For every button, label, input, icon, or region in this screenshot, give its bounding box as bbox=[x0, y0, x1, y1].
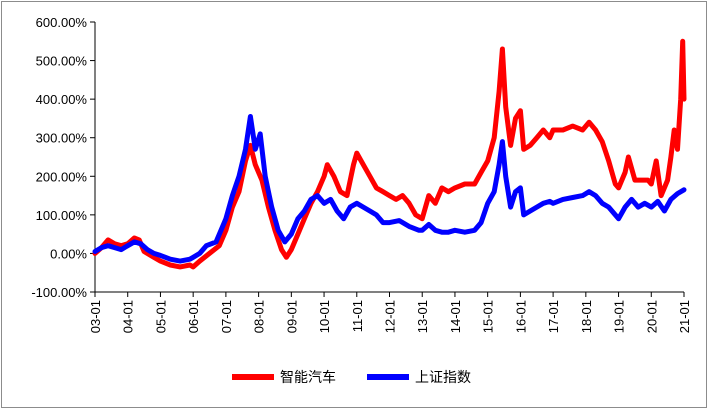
x-tick-label: 19-01 bbox=[612, 300, 627, 333]
legend: 智能汽车 上证指数 bbox=[232, 369, 471, 386]
x-tick-label: 17-01 bbox=[546, 300, 561, 333]
series-line-shanghai-index bbox=[92, 114, 687, 264]
x-tick-label: 08-01 bbox=[252, 300, 267, 333]
x-tick-label: 05-01 bbox=[153, 300, 168, 333]
y-tick-label: 300.00% bbox=[36, 131, 88, 146]
x-tick-label: 12-01 bbox=[383, 300, 398, 333]
x-tick-label: 21-01 bbox=[677, 300, 692, 333]
y-tick-label: 500.00% bbox=[36, 54, 88, 69]
y-tick-label: 400.00% bbox=[36, 92, 88, 107]
y-tick-label: 200.00% bbox=[36, 169, 88, 184]
legend-label: 上证指数 bbox=[415, 370, 471, 386]
x-tick-label: 13-01 bbox=[415, 300, 430, 333]
y-tick-label: -100.00% bbox=[31, 285, 87, 300]
x-tick-label: 15-01 bbox=[481, 300, 496, 333]
y-tick-label: 600.00% bbox=[36, 15, 88, 30]
y-tick-label: 100.00% bbox=[36, 208, 88, 223]
y-tick-label: 0.00% bbox=[50, 246, 87, 261]
x-tick-label: 11-01 bbox=[350, 300, 365, 332]
x-tick-label: 07-01 bbox=[219, 300, 234, 333]
x-tick-label: 03-01 bbox=[88, 300, 103, 333]
x-tick-label: 09-01 bbox=[284, 300, 299, 333]
legend-label: 智能汽车 bbox=[280, 369, 336, 386]
x-tick-label: 20-01 bbox=[644, 300, 659, 333]
x-tick-label: 06-01 bbox=[186, 300, 201, 333]
axes: 600.00% 500.00% 400.00% 300.00% 200.00% 100.0… bbox=[31, 15, 692, 333]
x-tick-label: 04-01 bbox=[121, 300, 136, 333]
x-tick-label: 14-01 bbox=[448, 300, 463, 333]
series-lines bbox=[92, 38, 687, 270]
series-line-smart-car bbox=[92, 38, 687, 270]
x-tick-label: 16-01 bbox=[513, 300, 528, 333]
x-tick-label: 18-01 bbox=[579, 300, 594, 333]
x-tick-label: 10-01 bbox=[317, 300, 332, 333]
